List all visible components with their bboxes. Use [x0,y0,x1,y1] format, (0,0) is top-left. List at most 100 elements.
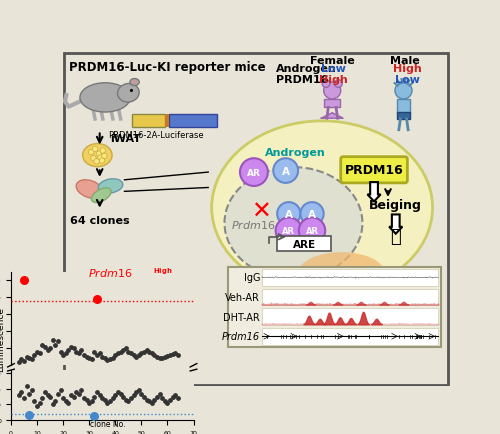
Point [153,393,161,400]
Point [28,356,36,363]
Point [124,349,132,355]
Text: ✕: ✕ [251,199,271,223]
Point [122,396,130,403]
Ellipse shape [80,84,130,113]
Point [153,353,161,360]
Point [161,353,169,360]
Point [116,349,124,355]
Point [41,388,49,395]
Ellipse shape [224,168,362,279]
Text: clone No.: clone No. [90,419,125,428]
Point [112,391,120,398]
Bar [396,113,410,120]
Text: AR: AR [282,227,296,236]
Text: AR: AR [247,168,261,177]
Circle shape [334,80,342,88]
Ellipse shape [82,144,112,168]
Point [140,349,148,355]
Text: A: A [285,209,293,219]
Text: PRDM16: PRDM16 [276,74,328,84]
Text: $\it{Prdm16}$: $\it{Prdm16}$ [231,219,276,231]
Point [138,390,145,397]
Point [106,356,114,363]
Circle shape [277,203,300,226]
Text: 🔥: 🔥 [390,227,401,246]
Ellipse shape [212,122,432,294]
Circle shape [100,148,105,154]
Point [158,395,166,402]
Point [80,352,88,359]
Point [114,350,122,357]
Point [108,354,116,361]
Point [119,347,127,354]
Text: $\mathbf{^{Low}}$: $\mathbf{^{Low}}$ [138,433,155,434]
Point [101,355,109,362]
Text: AR: AR [306,227,318,236]
Text: Veh-AR: Veh-AR [225,293,260,302]
Point [158,354,166,361]
FancyBboxPatch shape [64,54,448,385]
Point [140,393,148,400]
FancyBboxPatch shape [277,237,332,251]
Point [70,345,78,352]
Point [90,413,98,420]
Bar [262,328,438,345]
Point [168,393,176,400]
Point [101,396,109,403]
Circle shape [92,147,98,152]
Text: A: A [282,166,290,176]
Circle shape [240,159,268,187]
Point [96,391,104,398]
Point [90,349,98,355]
Point [138,350,145,357]
Bar [262,309,438,325]
Point [161,398,169,405]
Text: IgG: IgG [244,273,260,283]
Point [52,342,60,349]
Ellipse shape [299,253,384,293]
Text: $\mathbf{\it{Prdm16}}$: $\mathbf{\it{Prdm16}}$ [88,266,132,278]
Text: Low: Low [395,74,420,84]
Point [25,412,33,419]
Circle shape [98,155,103,161]
Point [62,398,70,405]
Point [116,390,124,397]
Text: A: A [308,209,316,219]
Text: Prdm16: Prdm16 [222,332,260,342]
Point [132,388,140,395]
Text: High: High [320,74,348,84]
Circle shape [299,218,325,244]
Point [104,357,112,364]
Point [98,353,106,360]
Point [75,350,83,357]
Point [78,387,86,394]
Point [28,387,36,394]
Bar [132,115,165,127]
Point [174,395,182,402]
Point [36,350,44,357]
Point [56,349,64,355]
Text: Androgen: Androgen [276,64,336,74]
Point [93,352,101,359]
Point [174,352,182,359]
Point [98,395,106,402]
Point [46,393,54,400]
Point [80,395,88,402]
Bar [262,289,438,306]
Point [168,351,176,358]
Point [25,390,33,397]
Text: PRDM16-2A-Luciferase: PRDM16-2A-Luciferase [108,131,204,139]
Point [38,342,46,349]
Point [41,343,49,350]
Point [75,390,83,397]
Point [132,353,140,360]
Circle shape [96,151,102,157]
Point [59,395,67,402]
Point [156,355,164,362]
Point [33,349,41,355]
Point [145,349,153,355]
Point [112,352,120,359]
Circle shape [324,83,340,100]
Point [150,352,158,359]
Point [164,399,172,406]
